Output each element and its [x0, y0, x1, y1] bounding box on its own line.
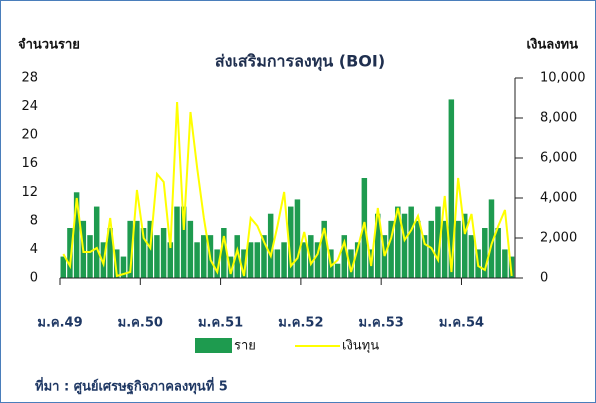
bar	[314, 242, 321, 278]
legend-label: ราย	[234, 339, 256, 354]
x-tick-label: ม.ค.49	[37, 316, 82, 331]
bar	[381, 235, 388, 278]
bar	[93, 206, 100, 278]
bar	[482, 228, 488, 278]
bar	[488, 199, 495, 278]
bar	[120, 256, 127, 278]
y2-tick-label: 8,000	[540, 111, 577, 126]
chart-title: ส่งเสริมการลงทุน (BOI)	[215, 52, 385, 72]
x-tick-label: ม.ค.52	[278, 316, 323, 331]
bar	[174, 206, 180, 278]
y-tick-label: 28	[21, 71, 38, 86]
y-tick-label: 8	[30, 213, 38, 228]
bar	[241, 249, 247, 278]
bar	[261, 235, 267, 278]
x-tick-label: ม.ค.50	[118, 316, 163, 331]
y2-tick-label: 4,000	[540, 191, 577, 206]
bar	[448, 99, 455, 278]
bar	[267, 213, 274, 278]
y-tick-label: 16	[21, 156, 38, 171]
bar	[254, 242, 261, 278]
bar	[308, 235, 314, 278]
line	[62, 101, 513, 278]
bar	[354, 242, 361, 278]
bar	[288, 206, 294, 278]
y-axis-title: จำนวนราย	[18, 37, 80, 53]
y2-tick-label: 2,000	[540, 231, 577, 246]
bar	[194, 242, 200, 278]
bar	[374, 213, 381, 278]
y-tick-label: 4	[30, 242, 38, 257]
bar	[107, 228, 113, 278]
bar	[234, 235, 240, 278]
bar	[388, 220, 394, 278]
bar	[441, 220, 448, 278]
y2-tick-label: 10,000	[540, 71, 586, 86]
bar	[67, 228, 73, 278]
bar	[154, 235, 160, 278]
bar	[341, 235, 348, 278]
bar	[73, 192, 80, 278]
bar	[221, 228, 227, 278]
x-tick-label: ม.ค.51	[198, 316, 243, 331]
bar	[502, 249, 508, 278]
source-note: ที่มา : ศูนย์เศรษฐกิจภาคลงทุนที่ 5	[35, 377, 228, 396]
bar	[408, 206, 414, 278]
bar	[187, 220, 194, 278]
bar	[167, 242, 174, 278]
y-tick-label: 0	[30, 271, 38, 286]
bar	[468, 235, 475, 278]
x-tick-label: ม.ค.54	[439, 316, 484, 331]
bar	[395, 206, 401, 278]
bar	[361, 178, 368, 278]
y2-axis-title: เงินลงทน	[527, 38, 579, 53]
bar	[134, 220, 140, 278]
bar	[435, 206, 441, 278]
bar	[294, 199, 301, 278]
y-tick-label: 20	[21, 128, 38, 143]
bar	[274, 249, 281, 278]
bar	[227, 256, 234, 278]
bar	[421, 235, 428, 278]
bar	[180, 206, 187, 278]
bar	[160, 228, 167, 278]
bar	[281, 242, 287, 278]
y-tick-label: 12	[21, 185, 38, 200]
bar	[348, 249, 354, 278]
y2-tick-label: 0	[540, 271, 548, 286]
legend-swatch	[195, 338, 232, 353]
bar	[415, 220, 421, 278]
bar	[87, 235, 93, 278]
bar	[60, 256, 66, 278]
legend-label: เงินทุน	[342, 339, 379, 354]
bar	[127, 220, 133, 278]
bar	[140, 228, 147, 278]
y-tick-label: 24	[21, 99, 38, 114]
bar	[401, 213, 408, 278]
y2-tick-label: 6,000	[540, 151, 577, 166]
bar	[214, 249, 220, 278]
bar	[201, 235, 207, 278]
bar	[114, 249, 120, 278]
bar	[247, 242, 254, 278]
bar	[461, 213, 468, 278]
x-tick-label: ม.ค.53	[359, 316, 404, 331]
bar	[321, 220, 327, 278]
bar	[334, 263, 341, 278]
bar	[301, 242, 307, 278]
bar	[455, 220, 461, 278]
bar	[495, 228, 501, 278]
